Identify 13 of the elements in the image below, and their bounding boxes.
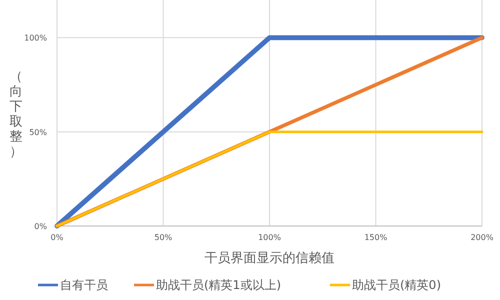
x-tick-label: 200%	[470, 233, 494, 242]
y-axis-title: （向下取整）	[10, 70, 22, 160]
legend-label: 助战干员(精英1或以上)	[156, 278, 281, 292]
legend-label: 自有干员	[60, 278, 108, 292]
y-tick-label: 50%	[29, 128, 48, 137]
y-tick-label: 100%	[24, 34, 48, 43]
x-tick-label: 0%	[50, 233, 64, 242]
legend-label: 助战干员(精英0)	[352, 278, 441, 292]
y-tick-label: 0%	[34, 222, 48, 231]
x-tick-label: 150%	[364, 233, 388, 242]
x-tick-label: 100%	[258, 233, 282, 242]
x-axis-title: 干员界面显示的信赖值	[204, 251, 334, 266]
x-tick-label: 50%	[154, 233, 173, 242]
